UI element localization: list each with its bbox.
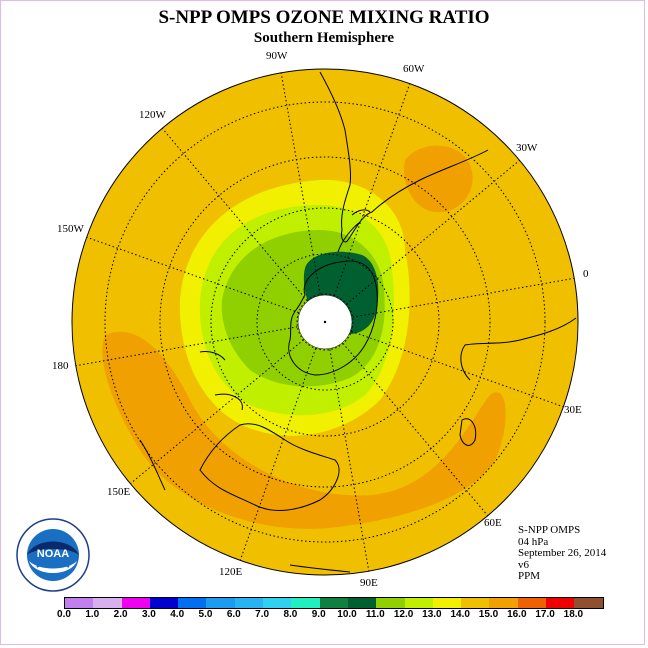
color-scale-tick-label: 7.0: [255, 609, 270, 620]
color-scale-tick-label: 13.0: [422, 609, 442, 620]
color-scale-box: [546, 598, 575, 608]
color-scale-box: [206, 598, 235, 608]
color-scale-box: [461, 598, 490, 608]
color-scale-tick-label: 18.0: [563, 609, 584, 620]
lon-label-150e: 150E: [107, 486, 131, 498]
units-label: PPM: [518, 570, 541, 582]
color-scale-box: [65, 598, 94, 608]
color-scale-tick-label: 16.0: [507, 609, 527, 620]
coast-antarctica: [288, 260, 378, 376]
lon-label-90w: 90W: [266, 50, 288, 62]
version-label: v6: [518, 558, 529, 571]
lon-label-180: 180: [52, 360, 69, 372]
color-scale-box: [178, 598, 207, 608]
color-scale-box: [234, 598, 264, 608]
coast-australia: [199, 423, 340, 511]
field-15-16-blob: [404, 145, 473, 213]
product-info: S-NPP OMPS 04 hPa September 26, 2014 v6 …: [518, 524, 607, 583]
color-scale-tick-label: 0.0: [57, 609, 71, 620]
coast-africa: [460, 317, 577, 381]
color-scale-tick-label: 8.0: [283, 609, 298, 620]
date-label: September 26, 2014: [518, 547, 607, 559]
noaa-logo: NOAA: [16, 518, 90, 592]
coast-new-zealand: [199, 351, 243, 411]
logo-text: NOAA: [37, 548, 69, 560]
pressure-level-label: 04 hPa: [518, 535, 549, 548]
field-15-16-band: [102, 331, 506, 529]
color-scale-box: [489, 598, 518, 608]
color-scale-box: [376, 598, 405, 608]
color-scale-tick-label: 9.0: [311, 609, 326, 620]
color-scale-tick-label: 10.0: [337, 609, 357, 620]
lon-label-60e: 60E: [484, 517, 502, 529]
color-scale-tick-label: 12.0: [393, 609, 414, 620]
lon-label-90e: 90E: [360, 577, 378, 589]
color-scale-tick-label: 15.0: [478, 609, 499, 620]
color-scale-box: [263, 598, 292, 608]
color-scale-box: [93, 598, 122, 608]
south-pole-point: [323, 320, 327, 324]
color-scale-box: [291, 598, 320, 608]
lon-label-120w: 120W: [139, 109, 166, 121]
lon-label-150w: 150W: [57, 223, 84, 235]
lon-label-30e: 30E: [564, 404, 582, 416]
color-scale-box: [319, 598, 348, 608]
color-scale-tick-label: 2.0: [113, 609, 128, 620]
color-scale-tick-label: 14.0: [450, 609, 470, 620]
color-scale-bar: [64, 597, 604, 609]
coast-madagascar: [459, 418, 477, 446]
color-scale-tick-label: 3.0: [141, 609, 156, 620]
lon-label-120e: 120E: [219, 566, 243, 578]
lon-label-60w: 60W: [403, 63, 425, 75]
color-scale-tick-label: 5.0: [198, 609, 213, 620]
lon-label-30w: 30W: [516, 142, 538, 154]
color-scale-box: [404, 598, 433, 608]
color-scale-tick-label: 1.0: [85, 609, 100, 620]
map-subtitle: Southern Hemisphere: [253, 30, 395, 46]
color-scale-tick-label: 6.0: [226, 609, 241, 620]
color-scale-box: [517, 598, 547, 608]
color-scale-box: [121, 598, 150, 608]
coast-antarctic-peninsula: [337, 209, 371, 253]
color-scale-box: [347, 598, 377, 608]
map-title: S-NPP OMPS OZONE MIXING RATIO: [158, 7, 490, 28]
color-scale-box: [432, 598, 462, 608]
instrument-label: S-NPP OMPS: [518, 524, 581, 536]
color-scale-tick-label: 4.0: [170, 609, 185, 620]
color-scale-box: [574, 598, 603, 608]
color-scale-tick-label: 11.0: [365, 609, 385, 620]
lon-label-0: 0: [583, 268, 589, 280]
color-scale-tick-label: 17.0: [535, 609, 555, 620]
color-scale-ticks: 0.0 1.0 2.0 3.0 4.0 5.0 6.0 7.0 8.0 9.0 10.0 11.0 12…: [50, 609, 610, 623]
color-scale-box: [149, 598, 179, 608]
map-boundary: [71, 68, 579, 576]
